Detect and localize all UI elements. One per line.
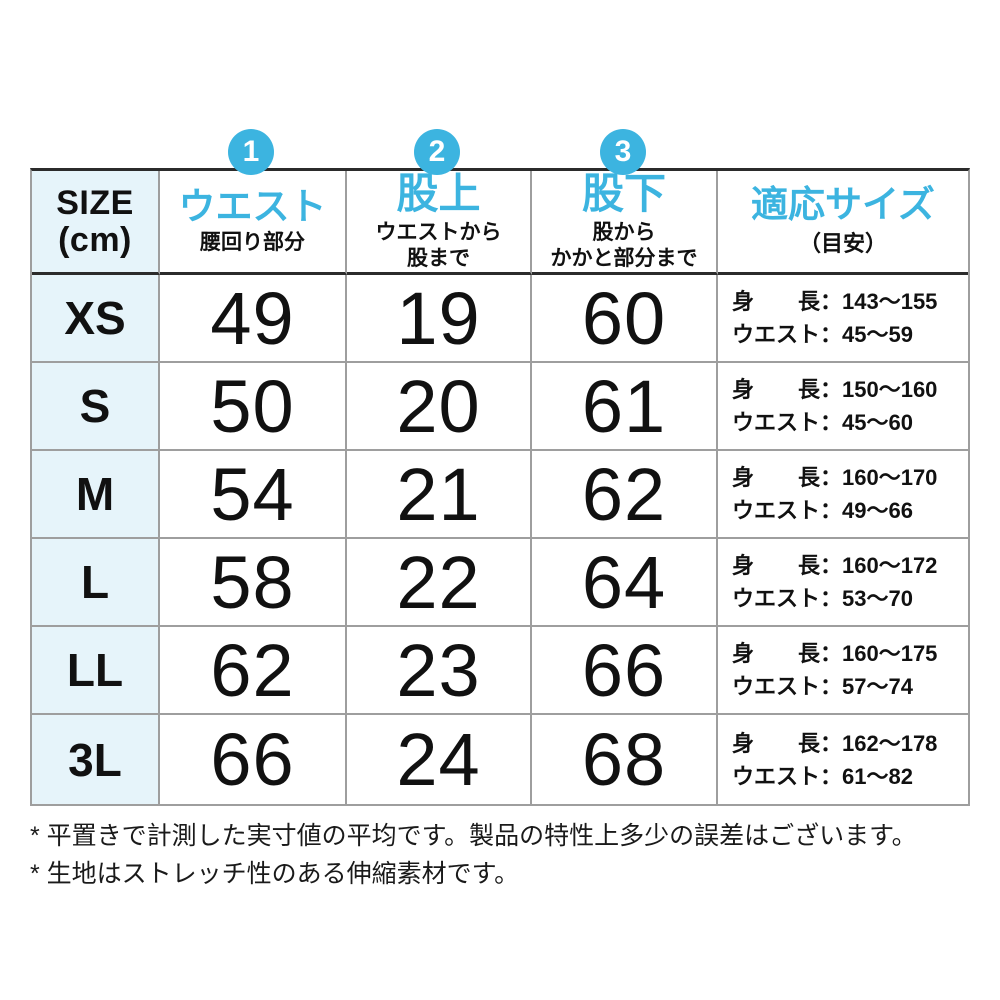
inseam-value: 61 <box>532 363 718 451</box>
column-header-fit-size: 適応サイズ （目安） <box>718 171 968 275</box>
table-row-3l: 3L 66 24 68 身 長：162〜178 ウエスト：61〜82 <box>32 715 968 806</box>
size-header-line1: SIZE <box>56 183 134 222</box>
inseam-column-subtitle-2: かかと部分まで <box>550 247 698 271</box>
rise-column-title: 股上 <box>396 171 481 217</box>
fit-range: 身 長：150〜160 ウエスト：45〜60 <box>718 363 968 451</box>
footnote-fabric: * 生地はストレッチ性のある伸縮素材です。 <box>30 860 520 888</box>
size-unit-header: SIZE (cm) <box>32 171 160 275</box>
fit-waist-range: ウエスト：53〜70 <box>732 586 913 611</box>
fit-waist-range: ウエスト：57〜74 <box>732 674 913 699</box>
waist-value: 62 <box>160 627 347 715</box>
waist-value: 49 <box>160 275 347 363</box>
fit-height-range: 身 長：162〜178 <box>732 730 938 756</box>
rise-column-subtitle-2: 股まで <box>407 247 470 271</box>
column-header-inseam: 股下 股から かかと部分まで <box>532 171 718 275</box>
rise-value: 19 <box>347 275 532 363</box>
fit-waist-range: ウエスト：49〜66 <box>732 498 913 523</box>
inseam-value: 62 <box>532 451 718 539</box>
fit-waist-range: ウエスト：61〜82 <box>732 763 913 789</box>
size-row-label: XS <box>32 275 160 363</box>
waist-value: 54 <box>160 451 347 539</box>
rise-column-subtitle-1: ウエストから <box>375 220 502 244</box>
size-row-label: S <box>32 363 160 451</box>
table-row-m: M 54 21 62 身 長：160〜170 ウエスト：49〜66 <box>32 451 968 539</box>
inseam-value: 64 <box>532 539 718 627</box>
fit-waist-range: ウエスト：45〜60 <box>732 410 913 435</box>
waist-column-subtitle: 腰回り部分 <box>200 231 305 255</box>
waist-column-title: ウエスト <box>178 185 327 227</box>
fit-range: 身 長：162〜178 ウエスト：61〜82 <box>718 715 968 806</box>
inseam-value: 66 <box>532 627 718 715</box>
circle-badge-3: 3 <box>600 129 646 175</box>
table-row-l: L 58 22 64 身 長：160〜172 ウエスト：53〜70 <box>32 539 968 627</box>
fit-range: 身 長：160〜175 ウエスト：57〜74 <box>718 627 968 715</box>
size-row-label: LL <box>32 627 160 715</box>
rise-value: 21 <box>347 451 532 539</box>
table-row-ll: LL 62 23 66 身 長：160〜175 ウエスト：57〜74 <box>32 627 968 715</box>
fit-height-range: 身 長：160〜170 <box>732 465 938 490</box>
size-header-line2: (cm) <box>58 220 132 259</box>
fit-waist-range: ウエスト：45〜59 <box>732 322 913 347</box>
size-row-label: 3L <box>32 715 160 806</box>
fit-height-range: 身 長：160〜172 <box>732 553 938 578</box>
circle-badge-2: 2 <box>414 129 460 175</box>
inseam-column-subtitle-1: 股から <box>592 220 656 244</box>
inseam-column-title: 股下 <box>581 171 666 217</box>
fit-range: 身 長：160〜172 ウエスト：53〜70 <box>718 539 968 627</box>
size-row-label: L <box>32 539 160 627</box>
header-row: SIZE (cm) ウエスト 腰回り部分 股上 ウエストから 股まで 股下 股か… <box>32 171 968 275</box>
column-header-rise: 股上 ウエストから 股まで <box>347 171 532 275</box>
rise-value: 24 <box>347 715 532 806</box>
footnote-measurement: * 平置きで計測した実寸値の平均です。製品の特性上多少の誤差はございます。 <box>30 822 917 850</box>
rise-value: 23 <box>347 627 532 715</box>
table-row-xs: XS 49 19 60 身 長：143〜155 ウエスト：45〜59 <box>32 275 968 363</box>
fit-height-range: 身 長：143〜155 <box>732 289 938 314</box>
fit-height-range: 身 長：160〜175 <box>732 641 938 666</box>
rise-value: 22 <box>347 539 532 627</box>
circle-badge-1: 1 <box>228 129 274 175</box>
inseam-value: 68 <box>532 715 718 806</box>
table-row-s: S 50 20 61 身 長：150〜160 ウエスト：45〜60 <box>32 363 968 451</box>
size-chart-table: SIZE (cm) ウエスト 腰回り部分 股上 ウエストから 股まで 股下 股か… <box>30 168 970 806</box>
waist-value: 66 <box>160 715 347 806</box>
fit-size-column-note: （目安） <box>798 231 887 257</box>
rise-value: 20 <box>347 363 532 451</box>
inseam-value: 60 <box>532 275 718 363</box>
fit-height-range: 身 長：150〜160 <box>732 377 938 402</box>
waist-value: 58 <box>160 539 347 627</box>
fit-range: 身 長：143〜155 ウエスト：45〜59 <box>718 275 968 363</box>
fit-size-column-title: 適応サイズ <box>751 183 935 225</box>
column-header-waist: ウエスト 腰回り部分 <box>160 171 347 275</box>
footnotes: * 平置きで計測した実寸値の平均です。製品の特性上多少の誤差はございます。 * … <box>30 817 917 893</box>
fit-range: 身 長：160〜170 ウエスト：49〜66 <box>718 451 968 539</box>
size-row-label: M <box>32 451 160 539</box>
waist-value: 50 <box>160 363 347 451</box>
